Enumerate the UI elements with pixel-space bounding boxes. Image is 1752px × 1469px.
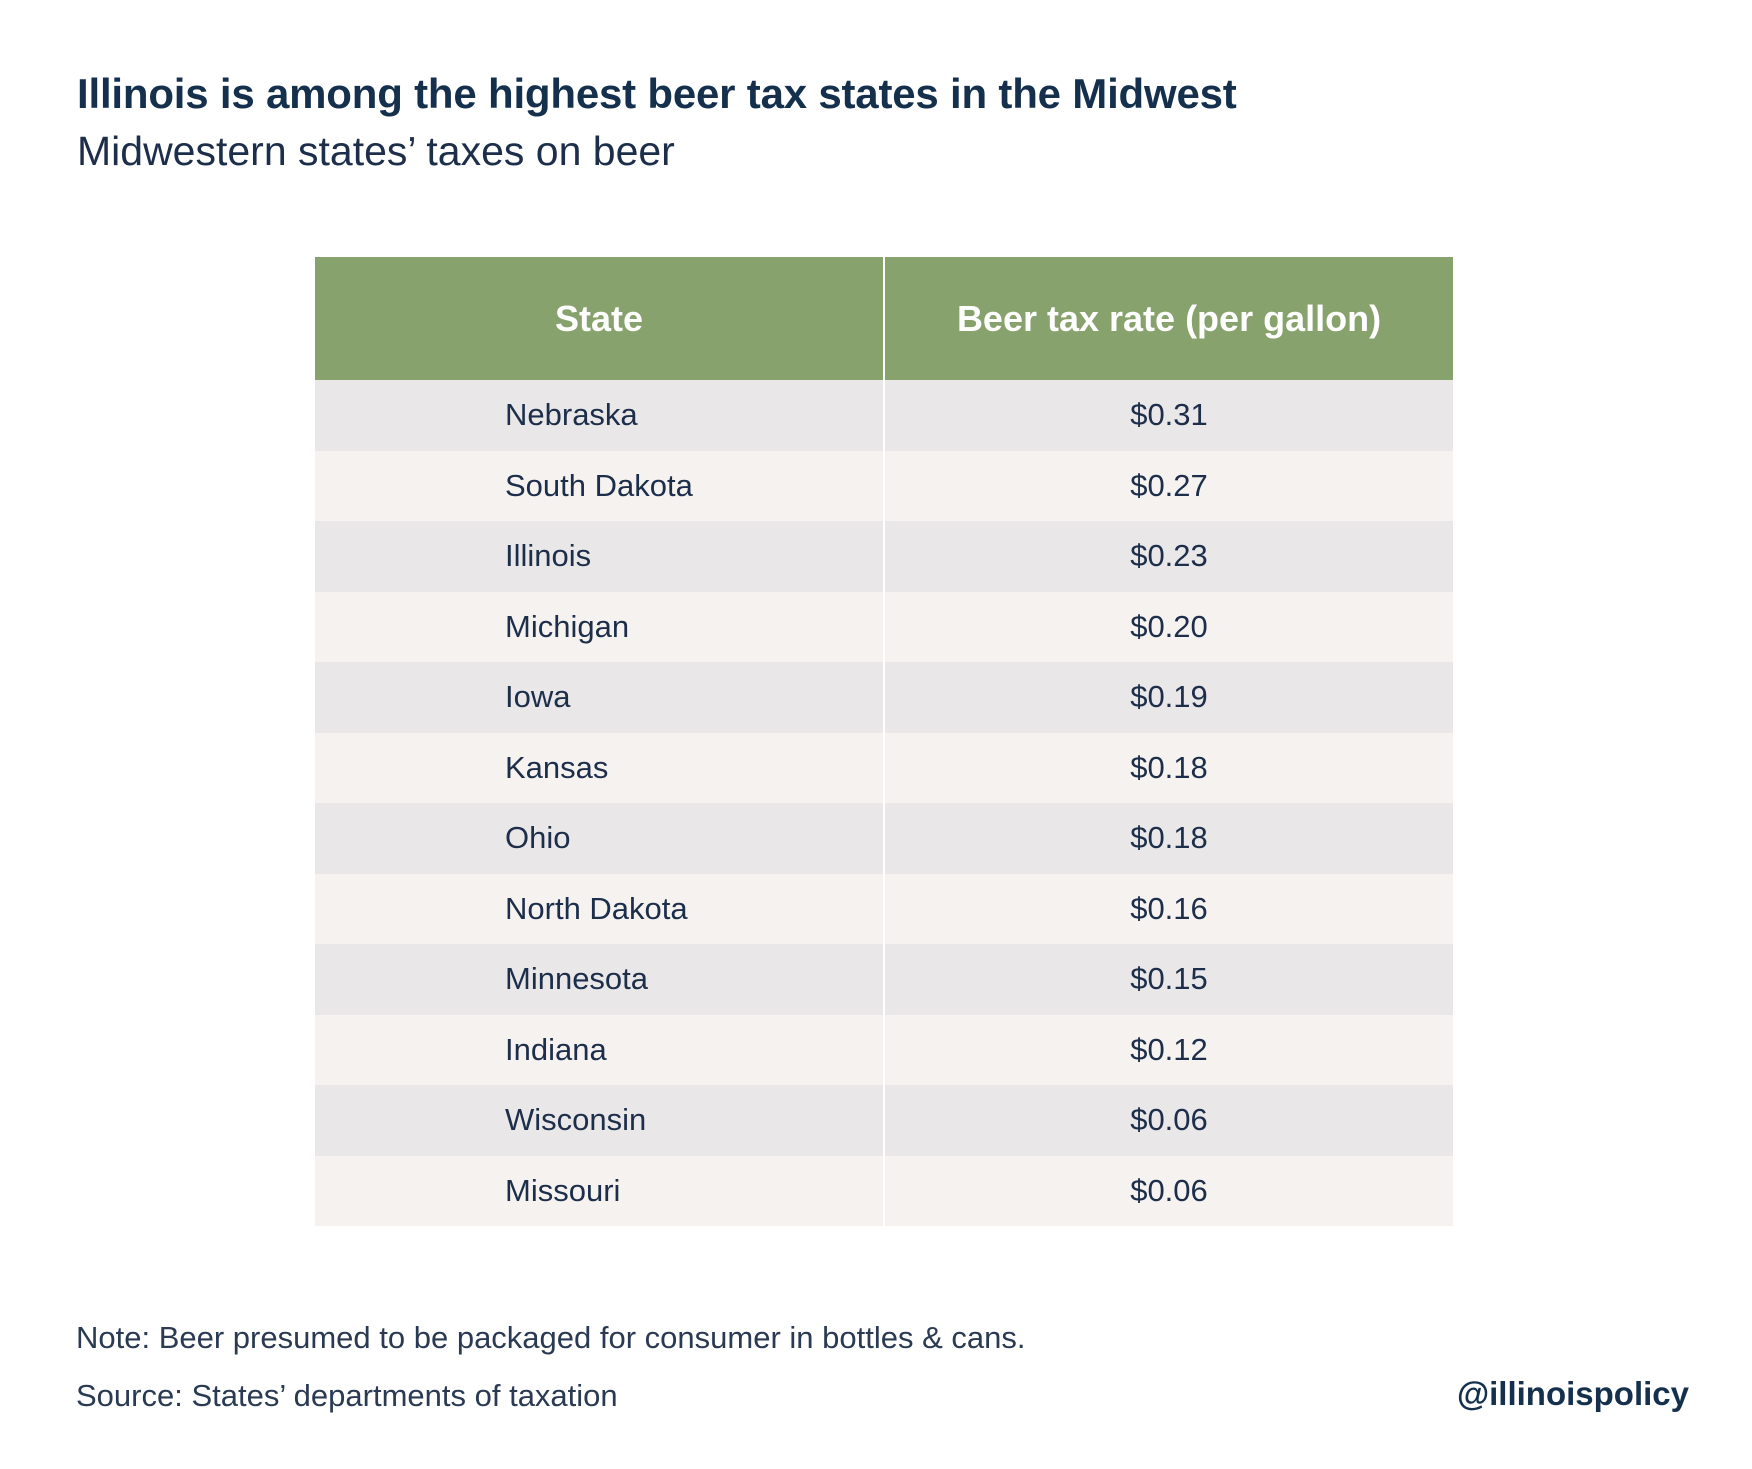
header-row: State Beer tax rate (per gallon) xyxy=(315,257,1453,380)
tax-table-container: State Beer tax rate (per gallon) Nebrask… xyxy=(315,257,1453,1226)
table-row: Ohio $0.18 xyxy=(315,803,1453,874)
table-row: Nebraska $0.31 xyxy=(315,380,1453,451)
table-row: Iowa $0.19 xyxy=(315,662,1453,733)
table-row: Wisconsin $0.06 xyxy=(315,1085,1453,1156)
state-cell: Minnesota xyxy=(315,944,884,1015)
state-cell: Ohio xyxy=(315,803,884,874)
state-cell: Missouri xyxy=(315,1155,884,1226)
table-row: North Dakota $0.16 xyxy=(315,873,1453,944)
tax-rate-cell: $0.27 xyxy=(883,450,1453,521)
state-cell: Wisconsin xyxy=(315,1085,884,1156)
state-cell: Iowa xyxy=(315,662,884,733)
table-row: Indiana $0.12 xyxy=(315,1014,1453,1085)
tax-rate-cell: $0.12 xyxy=(883,1014,1453,1085)
chart-title: Illinois is among the highest beer tax s… xyxy=(77,70,1237,117)
state-cell: North Dakota xyxy=(315,873,884,944)
tax-rate-cell: $0.15 xyxy=(883,944,1453,1015)
brand-handle: @illinoispolicy xyxy=(1456,1375,1689,1412)
table-row: South Dakota $0.27 xyxy=(315,450,1453,521)
state-cell: Illinois xyxy=(315,521,884,592)
state-cell: South Dakota xyxy=(315,450,884,521)
beer-tax-table: State Beer tax rate (per gallon) Nebrask… xyxy=(315,257,1453,1226)
footnote: Note: Beer presumed to be packaged for c… xyxy=(76,1320,1026,1355)
table-row: Michigan $0.20 xyxy=(315,591,1453,662)
state-cell: Nebraska xyxy=(315,380,884,451)
table-row: Minnesota $0.15 xyxy=(315,944,1453,1015)
tax-rate-cell: $0.16 xyxy=(883,873,1453,944)
column-header-rate: Beer tax rate (per gallon) xyxy=(883,257,1453,380)
tax-rate-cell: $0.31 xyxy=(883,380,1453,451)
tax-rate-cell: $0.18 xyxy=(883,803,1453,874)
source-note: Source: States’ departments of taxation xyxy=(76,1378,618,1413)
state-cell: Michigan xyxy=(315,591,884,662)
tax-rate-cell: $0.23 xyxy=(883,521,1453,592)
table-row: Missouri $0.06 xyxy=(315,1155,1453,1226)
chart-subtitle: Midwestern states’ taxes on beer xyxy=(77,128,675,174)
tax-rate-cell: $0.06 xyxy=(883,1155,1453,1226)
column-header-state: State xyxy=(315,257,884,380)
state-cell: Kansas xyxy=(315,732,884,803)
table-body: Nebraska $0.31 South Dakota $0.27 Illinois $0… xyxy=(315,380,1453,1226)
table-header: State Beer tax rate (per gallon) xyxy=(315,257,1453,380)
tax-rate-cell: $0.18 xyxy=(883,732,1453,803)
tax-rate-cell: $0.20 xyxy=(883,591,1453,662)
table-row: Kansas $0.18 xyxy=(315,732,1453,803)
state-cell: Indiana xyxy=(315,1014,884,1085)
tax-rate-cell: $0.06 xyxy=(883,1085,1453,1156)
tax-rate-cell: $0.19 xyxy=(883,662,1453,733)
table-row: Illinois $0.23 xyxy=(315,521,1453,592)
